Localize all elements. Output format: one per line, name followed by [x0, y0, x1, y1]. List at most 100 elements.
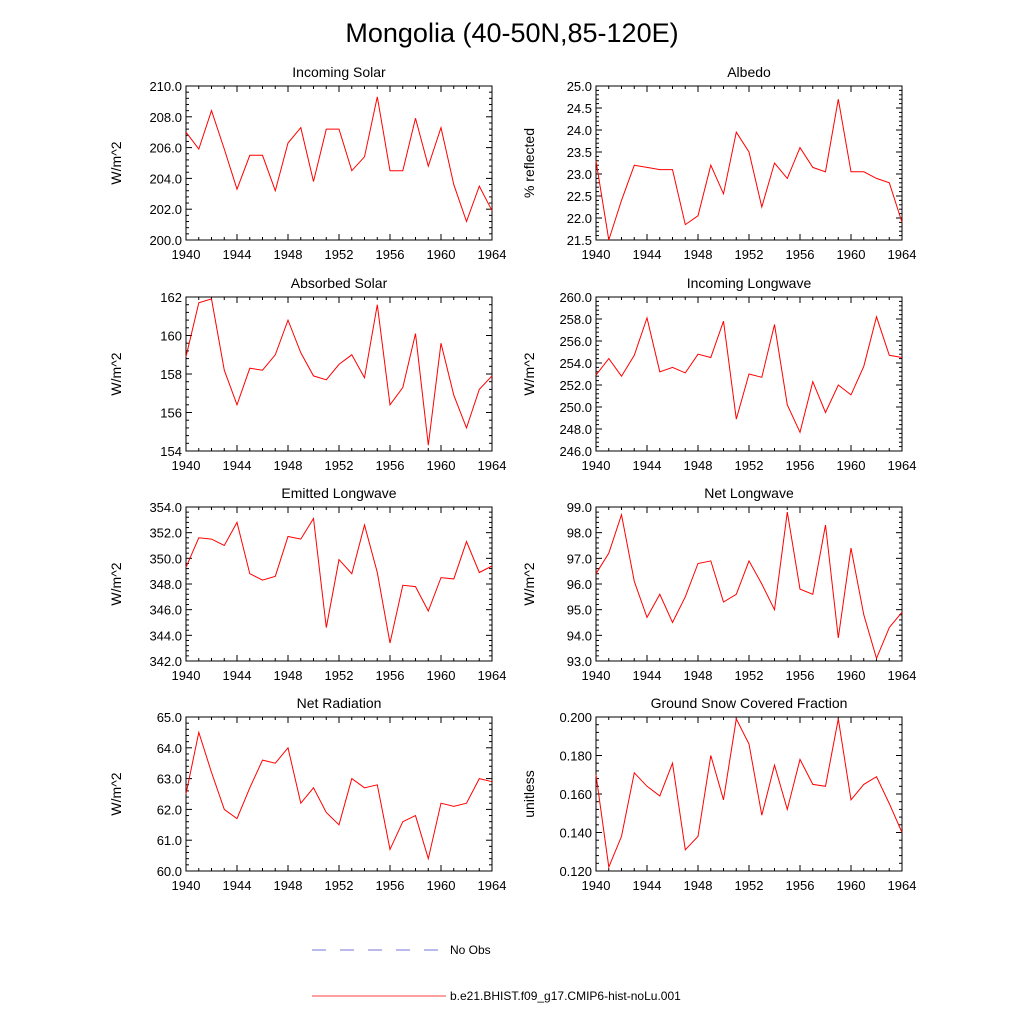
x-tick-label: 1956: [786, 878, 815, 893]
plot-frame: [595, 506, 903, 662]
x-tick-label: 1948: [274, 247, 303, 262]
y-tick-label: 95.0: [567, 603, 592, 618]
y-axis-label: W/m^2: [108, 562, 124, 605]
x-tick-label: 1964: [888, 668, 917, 683]
x-tick-label: 1948: [684, 878, 713, 893]
x-tick-label: 1944: [223, 458, 252, 473]
plot-frame: [185, 716, 493, 872]
y-axis-label: % reflected: [521, 128, 537, 198]
y-tick-label: 0.200: [559, 710, 592, 725]
y-tick-label: 23.5: [567, 145, 592, 160]
x-tick-label: 1940: [172, 878, 201, 893]
y-tick-label: 25.0: [567, 79, 592, 94]
y-tick-label: 354.0: [149, 500, 182, 515]
series-line: [595, 717, 903, 869]
x-tick-label: 1964: [478, 878, 507, 893]
y-tick-label: 260.0: [559, 290, 592, 305]
x-tick-label: 1952: [325, 668, 354, 683]
x-tick-label: 1956: [376, 458, 405, 473]
x-tick-label: 1952: [735, 458, 764, 473]
x-tick-label: 1960: [837, 878, 866, 893]
series-line: [595, 315, 903, 434]
y-axis-label: W/m^2: [108, 772, 124, 815]
y-tick-label: 99.0: [567, 500, 592, 515]
y-tick-label: 0.180: [559, 749, 592, 764]
y-tick-label: 60.0: [157, 864, 182, 879]
x-tick-label: 1944: [633, 247, 662, 262]
y-tick-label: 21.5: [567, 233, 592, 248]
panel-5: 1940 1944 1948 1952 1956 1960 1964 342.0 344.0 34…: [108, 485, 506, 683]
y-tick-label: 61.0: [157, 833, 182, 848]
y-tick-label: 158: [160, 367, 182, 382]
y-tick-label: 97.0: [567, 551, 592, 566]
series-line: [185, 730, 493, 861]
y-tick-label: 96.0: [567, 577, 592, 592]
x-tick-label: 1956: [786, 668, 815, 683]
panel-title: Net Longwave: [704, 485, 794, 501]
y-tick-label: 352.0: [149, 526, 182, 541]
x-tick-label: 1964: [478, 458, 507, 473]
y-tick-label: 204.0: [149, 171, 182, 186]
x-tick-label: 1964: [478, 668, 507, 683]
x-tick-label: 1952: [325, 458, 354, 473]
y-tick-label: 0.160: [559, 787, 592, 802]
y-tick-label: 0.120: [559, 864, 592, 879]
x-tick-label: 1956: [376, 247, 405, 262]
y-tick-label: 252.0: [559, 378, 592, 393]
panel-3: 1940 1944 1948 1952 1956 1960 1964 154 156 158 160…: [108, 275, 506, 473]
x-tick-label: 1964: [888, 247, 917, 262]
y-tick-label: 206.0: [149, 141, 182, 156]
legend: No Obs b.e21.BHIST.f09_g17.CMIP6-hist-no…: [312, 943, 681, 1003]
x-tick-label: 1944: [223, 668, 252, 683]
y-tick-label: 254.0: [559, 356, 592, 371]
y-tick-label: 23.0: [567, 167, 592, 182]
panel-title: Absorbed Solar: [291, 275, 388, 291]
x-tick-label: 1964: [888, 878, 917, 893]
x-tick-label: 1956: [786, 458, 815, 473]
panel-title: Emitted Longwave: [281, 485, 396, 501]
x-tick-label: 1960: [837, 458, 866, 473]
x-tick-label: 1940: [172, 247, 201, 262]
y-tick-label: 22.5: [567, 189, 592, 204]
x-tick-label: 1952: [735, 247, 764, 262]
y-tick-label: 208.0: [149, 110, 182, 125]
x-tick-label: 1944: [633, 668, 662, 683]
y-tick-label: 200.0: [149, 233, 182, 248]
series-line: [185, 96, 493, 224]
panel-title: Incoming Longwave: [687, 275, 812, 291]
y-tick-label: 98.0: [567, 526, 592, 541]
panel-4: 1940 1944 1948 1952 1956 1960 1964 246.0 248.0 25…: [521, 275, 916, 473]
y-tick-label: 0.140: [559, 826, 592, 841]
x-tick-label: 1956: [376, 878, 405, 893]
panel-2: 1940 1944 1948 1952 1956 1960 1964 21.5 22.0 22.5…: [521, 64, 916, 262]
x-tick-label: 1948: [274, 878, 303, 893]
series-line: [185, 517, 493, 644]
plot-frame: [595, 85, 903, 241]
x-tick-label: 1952: [325, 247, 354, 262]
y-tick-label: 62.0: [157, 802, 182, 817]
y-tick-label: 344.0: [149, 628, 182, 643]
y-tick-label: 346.0: [149, 603, 182, 618]
y-tick-label: 246.0: [559, 444, 592, 459]
x-tick-label: 1960: [427, 878, 456, 893]
x-tick-label: 1940: [172, 668, 201, 683]
y-axis-label: unitless: [521, 770, 537, 817]
x-tick-label: 1940: [582, 247, 611, 262]
y-tick-label: 63.0: [157, 772, 182, 787]
y-tick-label: 65.0: [157, 710, 182, 725]
panel-title: Net Radiation: [297, 695, 382, 711]
x-tick-label: 1952: [325, 878, 354, 893]
x-tick-label: 1960: [427, 458, 456, 473]
x-tick-label: 1964: [888, 458, 917, 473]
x-tick-label: 1948: [684, 247, 713, 262]
x-tick-label: 1948: [274, 458, 303, 473]
panel-7: 1940 1944 1948 1952 1956 1960 1964 60.0 61.0 62.0…: [108, 695, 506, 893]
y-tick-label: 350.0: [149, 551, 182, 566]
panel-title: Ground Snow Covered Fraction: [651, 695, 848, 711]
panels: 1940 1944 1948 1952 1956 1960 1964 200.0 202.0 20…: [108, 64, 916, 893]
panel-title: Incoming Solar: [292, 64, 386, 80]
panel-1: 1940 1944 1948 1952 1956 1960 1964 200.0 202.0 20…: [108, 64, 506, 262]
y-tick-label: 64.0: [157, 741, 182, 756]
y-tick-label: 154: [160, 444, 182, 459]
